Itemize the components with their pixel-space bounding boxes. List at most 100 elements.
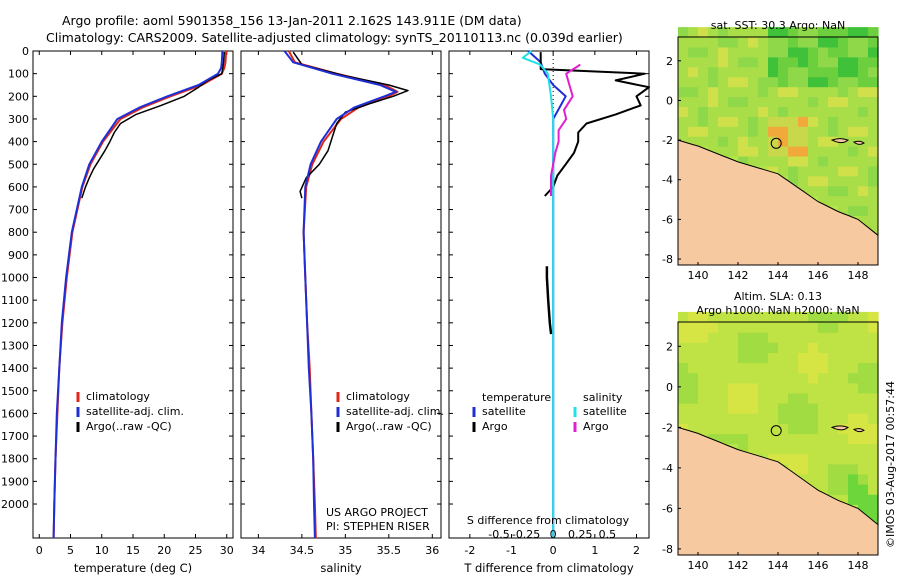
sst-map-cell [838,175,849,187]
sla-map-cell [698,332,709,343]
sst-map-cell [838,46,849,58]
temperature-panel: 0 5 10 15 20 25 300100200300400500600700800900… [1,45,234,575]
sla-map-cell [798,352,809,364]
sla-map-cell [858,423,869,434]
sst-map-cell [698,126,709,137]
sla-map-cell [708,413,719,424]
sst-map-cell [808,165,819,177]
sst-map-cell [718,146,729,157]
sla-map-cell [838,474,849,485]
sst-map-cell [738,126,749,137]
sla-map-cell [818,382,829,394]
sla-map-cell [708,392,719,404]
sst-map-cell [738,146,749,157]
sla-map-cell [838,392,849,404]
sla-map-cell [738,403,749,414]
sst-map-cell [838,106,849,117]
sla-map-cell [778,433,789,445]
sst-map-xtick-label: 146 [808,269,829,282]
sst-map-cell [828,46,839,58]
sst-map-cell [708,136,719,147]
sla-map-cell [728,322,739,333]
sla-map-cell [728,311,739,323]
sla-map-cell [838,443,849,455]
sla-map-cell [698,352,709,364]
sla-map-cell [678,342,689,353]
sst-map-cell [698,37,709,48]
sla-map-cell [758,433,769,445]
sst-map-cell [778,126,789,137]
sst-map-cell [768,106,779,117]
sla-map-ytick-label: -8 [662,543,673,556]
sla-map-cell [768,352,779,364]
sst-map-cell [818,156,829,167]
depth-tick-label: 1000 [1,272,29,285]
sla-map-cell [738,311,749,323]
sla-map-xtick-label: 146 [808,559,829,572]
sla-map-cell [678,332,689,343]
sst-map-cell [868,136,879,147]
sst-map-cell [678,46,689,58]
sst-map-cell [828,56,839,68]
sla-map-cell [808,382,819,394]
sla-map-cell [768,403,779,414]
temperature-xtick-label: 5 [67,544,74,557]
sla-map-cell [838,352,849,364]
sla-map-cell [858,494,869,505]
sla-map-cell [828,382,839,394]
sst-map-cell [838,27,849,38]
sst-map-cell [748,66,759,78]
sla-map-cell [788,362,799,374]
sla-map-cell [868,443,879,455]
sst-map-cell [788,106,799,117]
sst-map-cell [828,96,839,107]
sla-map-cell [758,311,769,323]
sla-map-cell [868,392,879,404]
sla-map-cell [868,504,879,515]
sst-map-cell [838,86,849,98]
sst-map-cell [718,136,729,147]
sla-map-cell [828,403,839,414]
sla-map-cell [798,382,809,394]
sst-map-cell [708,66,719,78]
sla-map-cell [838,433,849,445]
sla-map-cell [688,423,699,434]
sla-map-cell [808,342,819,353]
sst-map-cell [758,27,769,38]
sla-map-cell [868,423,879,434]
sst-map-cell [678,96,689,107]
sst-map-cell [688,106,699,117]
sla-map-cell [858,322,869,333]
sst-map-cell [678,76,689,88]
sst-map-cell [678,37,689,48]
salinity-xtick-label: 34 [251,544,265,557]
sst-map-cell [738,136,749,147]
diff-s-tick-label: 0 [550,528,557,541]
sst-map-cell [778,116,789,127]
sla-map-cell [748,362,759,374]
sst-map-cell [868,76,879,88]
legend-label: satellite-adj. clim. [86,405,184,418]
sst-map-cell [748,76,759,88]
sst-map-ytick-label: 0 [666,94,673,107]
sst-map-cell [838,56,849,68]
sla-map-cell [868,484,879,495]
sla-map-cell [688,322,699,333]
sst-map-cell [838,165,849,177]
sla-map-cell [848,352,859,364]
sst-map-cell [818,165,829,177]
sla-map-cell [708,423,719,434]
sst-map-cell [828,195,839,207]
sst-map-cell [778,86,789,98]
sla-map-cell [868,332,879,343]
sst-map-cell [808,116,819,127]
sst-map-cell [688,76,699,88]
sla-map-cell [788,342,799,353]
sst-map-cell [848,156,859,167]
sst-map-cell [688,46,699,58]
sst-map-cell [858,195,869,207]
sla-map-cell [868,362,879,374]
sla-map-cell [818,484,829,495]
temperature-argo-line [81,52,226,199]
sst-map-cell [848,86,859,98]
